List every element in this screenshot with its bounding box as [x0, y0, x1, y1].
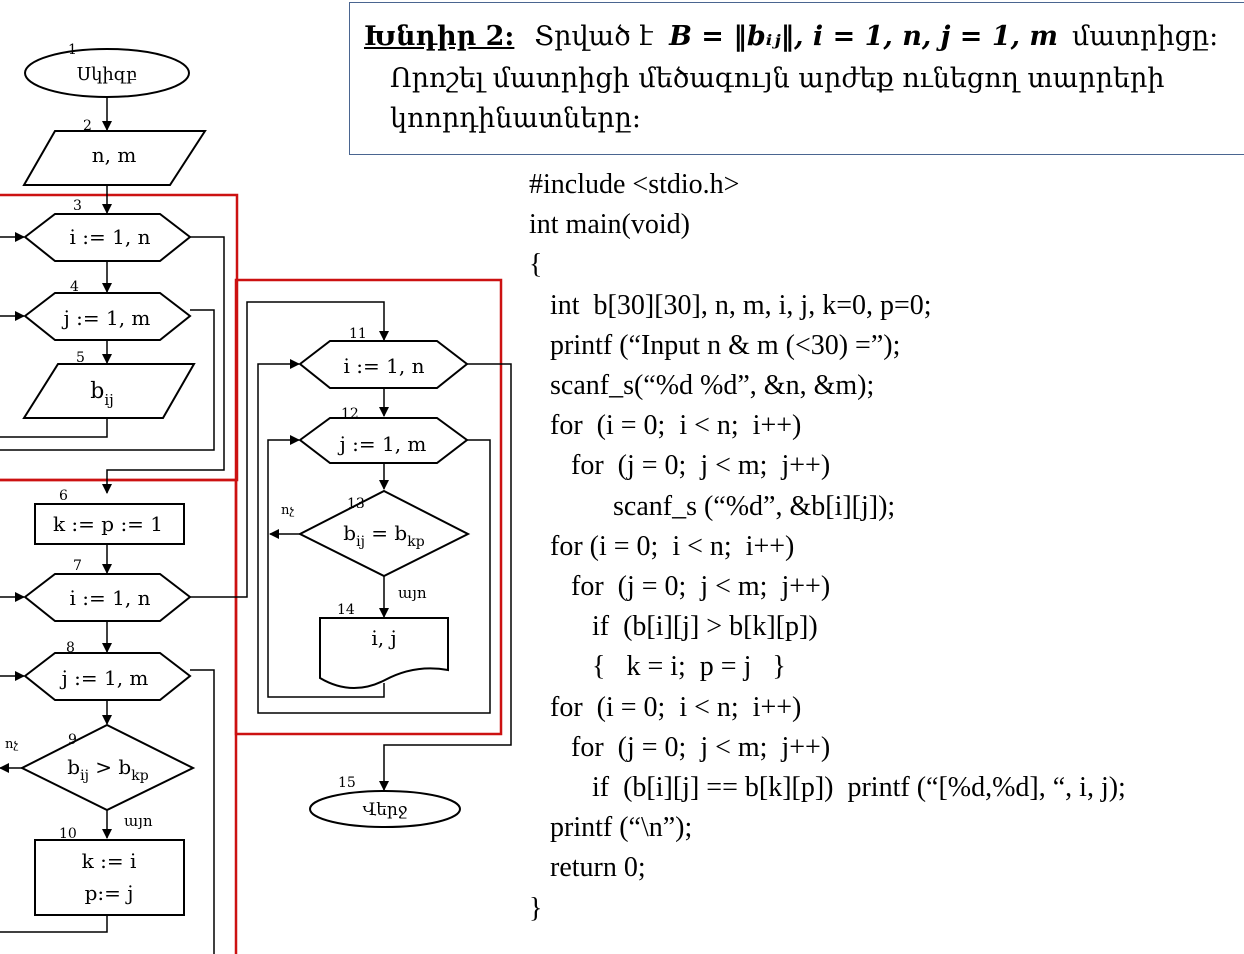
loop-j-hexagon-8 — [23, 652, 192, 701]
loop-i-label-3: i := 1, n — [70, 225, 151, 249]
no-label-9: ոչ — [5, 737, 18, 752]
input-bij-parallelogram — [22, 363, 196, 419]
output-i-j-label: i, j — [371, 626, 396, 650]
start-label: Սկիզբ — [77, 64, 138, 85]
code-line: for (j = 0; j < m; j++) — [529, 571, 831, 602]
code-line: { k = i; p = j } — [529, 651, 786, 683]
task-line-3: կոորդինատները: — [390, 103, 641, 134]
node-number-15: 15 — [338, 775, 356, 791]
node-number-9: 9 — [68, 732, 77, 748]
loop-i-label-7: i := 1, n — [70, 586, 151, 610]
node-number-12: 12 — [341, 406, 359, 422]
task-statement-box: Խնդիր 2: Տրված է B = ‖bᵢⱼ‖, i = 1, n, j = … — [349, 2, 1244, 155]
node-number-7: 7 — [73, 558, 82, 574]
assign-k-p-box — [34, 839, 185, 916]
node-number-3: 3 — [73, 198, 82, 214]
code-line: int main(void) — [529, 209, 690, 241]
code-line: for (j = 0; j < m; j++) — [529, 450, 831, 482]
yes-label-9: այո — [124, 812, 153, 830]
node-number-6: 6 — [59, 488, 68, 504]
decision-13-label: bij = bkp — [343, 521, 424, 550]
code-line: if (b[i][j] == b[k][p]) printf (“[%d,%d]… — [529, 772, 1126, 803]
code-line: return 0; — [529, 852, 646, 884]
input-n-m-parallelogram — [22, 130, 207, 186]
task-line-2: Որոշել մատրիցի մեծագույն արժեք ունեցող տ… — [390, 63, 1165, 94]
node-number-2: 2 — [83, 118, 92, 134]
end-label: Վերջ — [363, 800, 408, 820]
task-line-1: Խնդիր 2: Տրված է B = ‖bᵢⱼ‖, i = 1, n, j = … — [364, 21, 1218, 52]
assign-k-label: k := i — [82, 849, 137, 873]
code-line: scanf_s(“%d %d”, &n, &m); — [529, 370, 875, 401]
code-line: printf (“\n”); — [529, 812, 693, 844]
loop-j-hexagon-4 — [23, 292, 192, 341]
no-label-13: ոչ — [281, 503, 294, 518]
assign-kp-box — [34, 503, 185, 545]
loop-j-label-12: j := 1, m — [338, 432, 427, 456]
assign-p-label: p:= j — [85, 881, 134, 905]
node-number-14: 14 — [337, 602, 355, 618]
task-given: Տրված է — [534, 21, 654, 52]
red-group-output — [234, 278, 503, 736]
assign-kp-label: k := p := 1 — [53, 512, 163, 536]
end-terminal — [309, 790, 461, 828]
node-number-13: 13 — [347, 496, 365, 512]
code-line: scanf_s (“%d”, &b[i][j]); — [529, 490, 896, 522]
loop-i-label-11: i := 1, n — [344, 354, 425, 378]
loop-j-label-8: j := 1, m — [60, 666, 149, 690]
code-line: #include <stdio.h> — [529, 169, 740, 200]
code-line: for (i = 0; i < n; i++) — [529, 530, 795, 562]
input-bij-label: bij — [90, 379, 114, 409]
output-i-j-document — [319, 617, 449, 689]
task-tail: մատրիցը: — [1071, 21, 1219, 52]
node-number-10: 10 — [59, 826, 77, 842]
yes-label-13: այո — [398, 584, 427, 602]
code-line: for (j = 0; j < m; j++) — [529, 731, 831, 763]
code-line: printf (“Input n & m (<30) =”); — [529, 329, 901, 361]
code-line: for (i = 0; i < n; i++) — [529, 410, 802, 442]
node-number-1: 1 — [68, 42, 77, 58]
code-line: if (b[i][j] > b[k][p]) — [529, 611, 818, 643]
decision-9-label: bij > bkp — [67, 755, 148, 784]
code-line: int b[30][30], n, m, i, j, k=0, p=0; — [529, 289, 932, 321]
task-label: Խնդիր 2: — [364, 21, 515, 52]
loop-j-label-4: j := 1, m — [62, 306, 151, 330]
code-line: for (i = 0; i < n; i++) — [529, 691, 802, 723]
node-number-8: 8 — [66, 640, 75, 656]
node-number-5: 5 — [76, 350, 85, 366]
code-line: } — [529, 892, 543, 924]
node-number-11: 11 — [349, 326, 367, 342]
task-formula: B = ‖bᵢⱼ‖, i = 1, n, j = 1, m — [669, 21, 1058, 52]
code-line: { — [529, 249, 543, 281]
node-number-4: 4 — [70, 279, 79, 295]
input-n-m-label: n, m — [92, 143, 137, 167]
